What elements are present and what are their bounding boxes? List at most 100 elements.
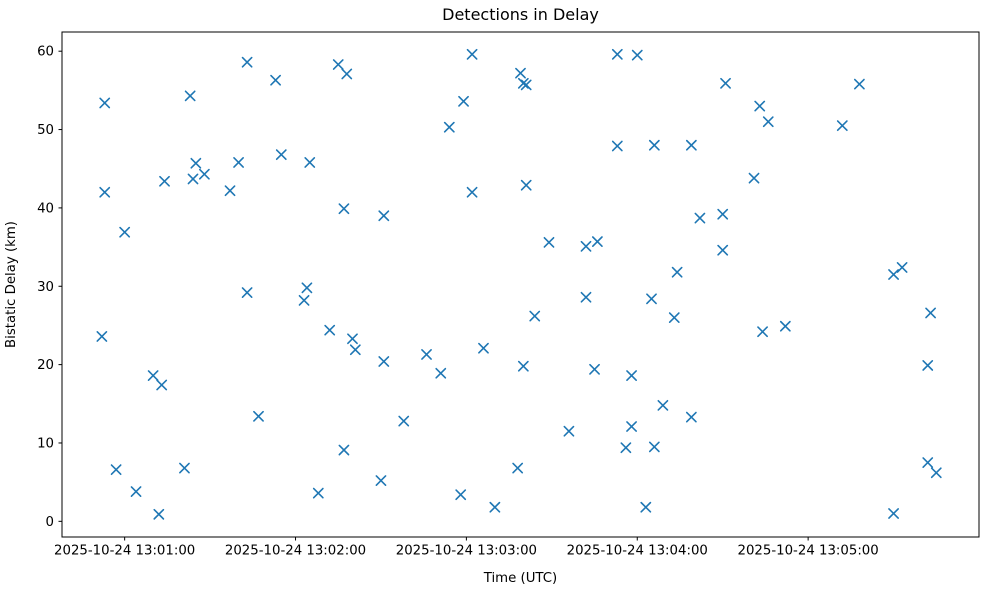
data-point-marker <box>888 508 899 519</box>
data-point-marker <box>611 140 623 152</box>
y-tick-label: 10 <box>37 436 54 451</box>
data-point-marker <box>398 415 410 427</box>
data-point-marker <box>757 326 768 338</box>
data-point-marker <box>458 95 469 107</box>
data-point-marker <box>119 226 131 238</box>
data-point-marker <box>241 287 253 298</box>
x-tick-label: 2025-10-24 13:02:00 <box>225 544 366 559</box>
data-point-marker <box>720 77 731 89</box>
x-tick-label: 2025-10-24 13:01:00 <box>54 544 195 559</box>
data-point-marker <box>517 360 529 372</box>
data-point-marker <box>717 208 729 220</box>
data-point-marker <box>529 310 541 322</box>
data-point-marker <box>233 157 244 168</box>
data-point-marker <box>190 157 202 169</box>
data-point-marker <box>896 262 908 273</box>
data-point-marker <box>99 186 111 198</box>
data-point-marker <box>156 379 168 391</box>
data-point-marker <box>685 139 697 151</box>
data-point-marker <box>512 462 524 474</box>
data-point-marker <box>657 399 669 411</box>
data-point-marker <box>517 77 529 89</box>
data-point-marker <box>685 411 697 423</box>
data-point-marker <box>301 282 313 294</box>
x-tick-label: 2025-10-24 13:03:00 <box>396 544 537 559</box>
data-point-marker <box>179 462 190 474</box>
x-tick-label: 2025-10-24 13:04:00 <box>567 544 708 559</box>
data-point-marker <box>159 175 170 187</box>
data-point-marker <box>922 360 934 371</box>
data-point-marker <box>888 269 899 280</box>
data-point-marker <box>515 67 526 79</box>
data-point-marker <box>324 324 336 336</box>
data-point-marker <box>520 79 532 91</box>
data-point-marker <box>304 157 316 168</box>
data-point-marker <box>922 457 934 468</box>
data-point-marker <box>378 210 390 222</box>
data-points-layer <box>96 48 942 520</box>
y-tick-label: 30 <box>37 280 54 295</box>
data-point-marker <box>591 236 603 247</box>
data-point-marker <box>648 139 660 151</box>
data-point-marker <box>611 48 623 60</box>
data-point-marker <box>99 97 111 109</box>
data-point-marker <box>779 320 791 332</box>
data-point-marker <box>198 168 210 180</box>
data-point-marker <box>563 425 575 437</box>
data-point-marker <box>626 421 637 432</box>
data-point-marker <box>224 185 236 197</box>
chart-title: Detections in Delay <box>442 5 599 24</box>
data-point-marker <box>640 501 652 513</box>
data-point-marker <box>338 444 350 456</box>
data-point-marker <box>478 342 489 354</box>
y-tick-label: 20 <box>37 358 54 373</box>
data-point-marker <box>543 236 555 248</box>
x-axis-label: Time (UTC) <box>483 571 558 586</box>
data-point-marker <box>520 179 532 191</box>
y-tick-label: 0 <box>46 515 54 530</box>
data-point-marker <box>748 172 760 184</box>
data-point-marker <box>110 464 122 476</box>
data-point-marker <box>153 508 165 520</box>
data-point-marker <box>762 116 774 128</box>
x-tick-label: 2025-10-24 13:05:00 <box>738 544 879 559</box>
data-point-marker <box>466 48 478 60</box>
data-point-marker <box>130 486 142 497</box>
data-point-marker <box>648 441 660 453</box>
data-point-marker <box>626 370 637 381</box>
data-point-marker <box>836 120 848 132</box>
data-point-marker <box>347 333 358 345</box>
data-point-marker <box>312 487 324 499</box>
y-axis-label: Bistatic Delay (km) <box>4 221 19 348</box>
data-point-marker <box>184 90 196 102</box>
data-point-marker <box>620 442 632 454</box>
data-point-marker <box>147 370 159 381</box>
data-point-marker <box>443 121 455 133</box>
data-point-marker <box>275 149 287 161</box>
data-point-marker <box>421 349 432 360</box>
data-point-marker <box>96 331 108 342</box>
data-point-marker <box>489 501 501 513</box>
data-point-marker <box>338 203 350 215</box>
plot-area <box>61 31 980 538</box>
data-point-marker <box>435 367 447 379</box>
data-point-marker <box>853 78 865 90</box>
data-point-marker <box>631 49 643 61</box>
data-point-marker <box>241 56 253 68</box>
data-point-marker <box>717 244 729 256</box>
data-point-marker <box>455 489 467 501</box>
y-tick-label: 50 <box>37 123 54 138</box>
data-point-marker <box>298 294 310 306</box>
data-point-marker <box>671 266 683 278</box>
data-point-marker <box>754 100 766 112</box>
data-point-marker <box>925 307 936 319</box>
data-point-marker <box>375 475 387 486</box>
data-point-marker <box>668 312 680 324</box>
data-point-marker <box>378 356 390 367</box>
data-point-marker <box>930 467 942 479</box>
data-point-marker <box>466 186 478 198</box>
data-point-marker <box>253 410 264 422</box>
data-point-marker <box>580 240 592 252</box>
